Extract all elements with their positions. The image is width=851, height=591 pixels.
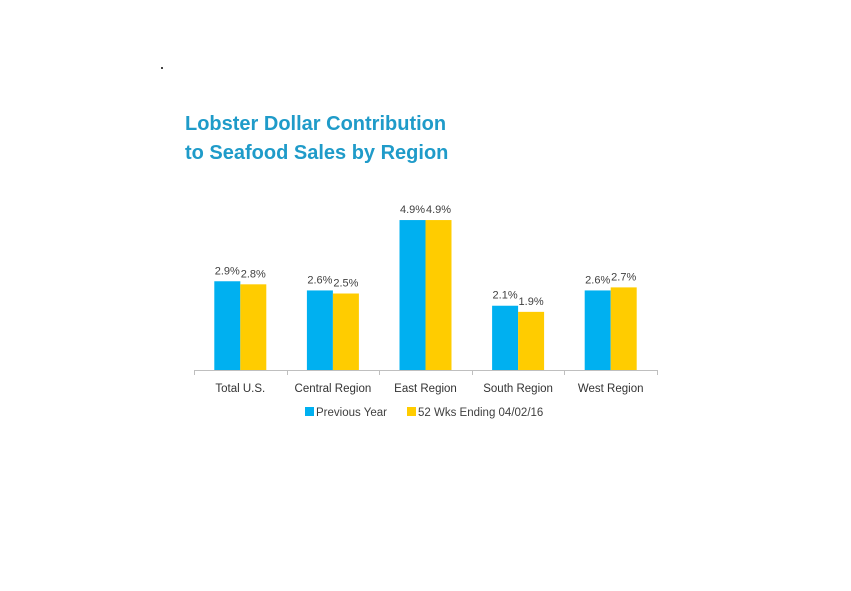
data-label-previous-year-1: 2.6% — [307, 274, 332, 286]
data-label-52-wks-1: 2.5% — [333, 278, 358, 290]
bar-previous-year-1 — [306, 290, 333, 370]
bar-52-wks-1 — [332, 293, 359, 370]
data-label-52-wks-2: 4.9% — [426, 204, 451, 216]
data-label-previous-year-2: 4.9% — [400, 204, 425, 216]
bar-52-wks-2 — [425, 220, 452, 370]
category-label-4: West Region — [578, 383, 644, 395]
legend-swatch-previous-year — [305, 407, 314, 416]
category-label-0: Total U.S. — [215, 383, 265, 395]
bar-previous-year-0 — [214, 281, 241, 370]
data-label-52-wks-0: 2.8% — [241, 268, 266, 280]
category-label-1: Central Region — [295, 383, 372, 395]
data-label-previous-year-3: 2.1% — [493, 290, 518, 302]
chart-title-line-1: Lobster Dollar Contribution — [185, 113, 447, 135]
data-label-52-wks-3: 1.9% — [519, 296, 544, 308]
legend-label-previous-year: Previous Year — [316, 407, 387, 419]
data-label-previous-year-0: 2.9% — [215, 265, 240, 277]
chart-title-line-2: to Seafood Sales by Region — [185, 142, 449, 164]
bar-52-wks-0 — [240, 284, 267, 370]
bar-previous-year-4 — [584, 290, 611, 370]
legend-label-52-wks: 52 Wks Ending 04/02/16 — [418, 407, 543, 419]
category-label-3: South Region — [483, 383, 553, 395]
legend-swatch-52-wks — [407, 407, 416, 416]
bar-previous-year-2 — [399, 220, 426, 370]
bar-52-wks-4 — [610, 287, 637, 370]
bar-52-wks-3 — [518, 311, 545, 370]
stray-dot — [161, 67, 163, 69]
chart-title: Lobster Dollar Contribution to Seafood S… — [185, 110, 448, 168]
bar-previous-year-3 — [492, 305, 519, 370]
data-label-previous-year-4: 2.6% — [585, 274, 610, 286]
category-label-2: East Region — [394, 383, 457, 395]
data-label-52-wks-4: 2.7% — [611, 271, 636, 283]
